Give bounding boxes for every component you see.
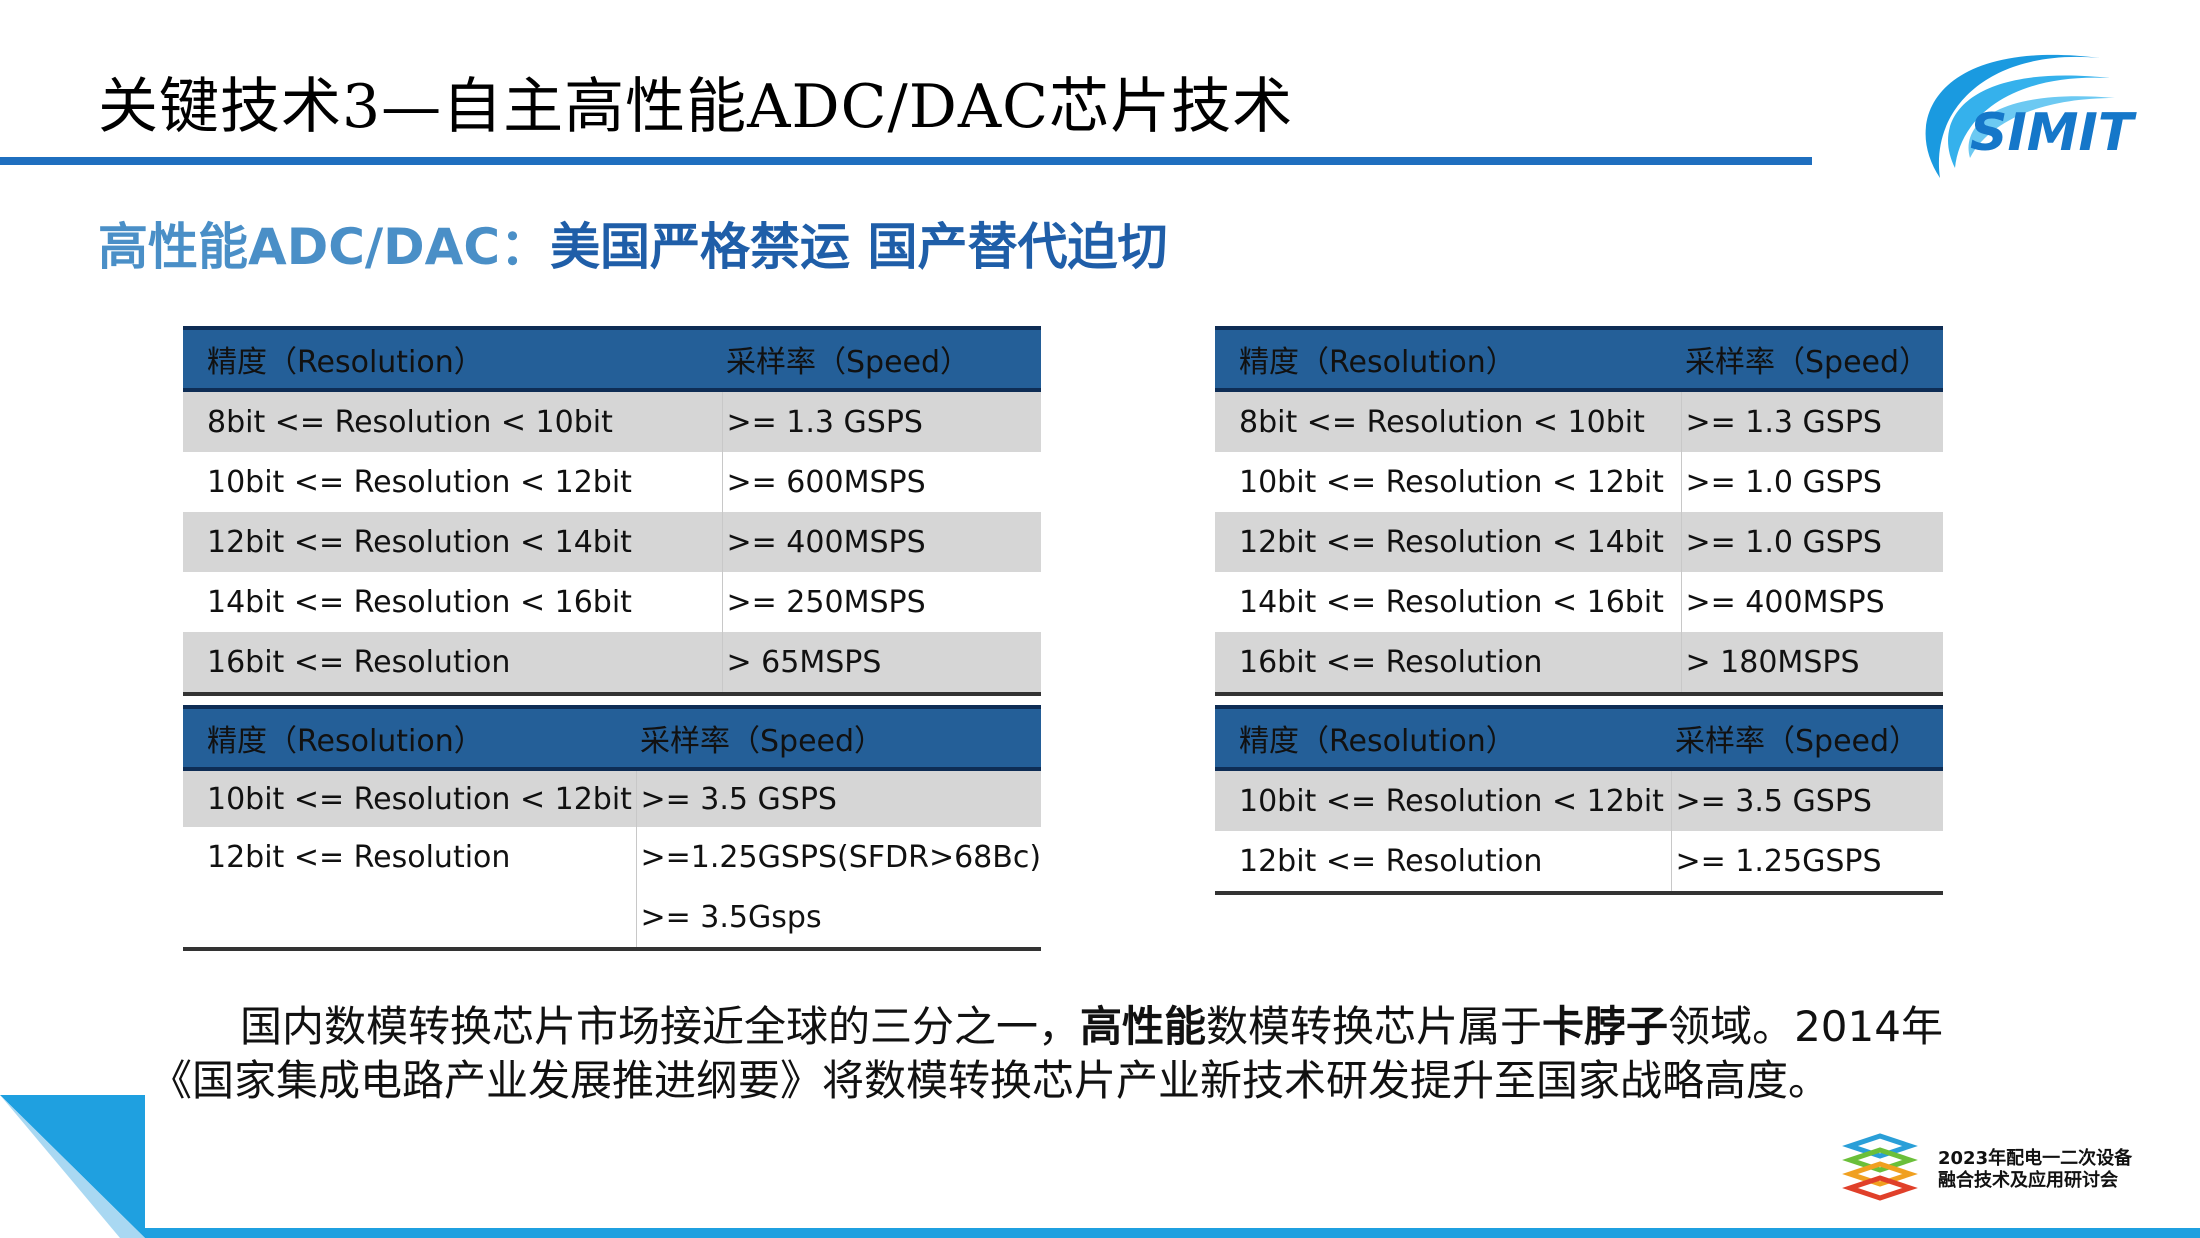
header-speed: 采样率（Speed） — [1671, 705, 1943, 771]
header-resolution: 精度（Resolution） — [183, 705, 636, 771]
cell-speed: >= 1.0 GSPS — [1680, 512, 1943, 572]
cell-speed: >= 600MSPS — [721, 452, 1041, 512]
subtitle-part-a: 高性能ADC/DAC： — [98, 218, 551, 276]
cell-speed: >= 3.5 GSPS — [635, 769, 1041, 827]
bottom-accent-bar — [145, 1228, 2200, 1238]
cell-speed: >= 1.25GSPS — [1670, 831, 1943, 895]
cell-speed: >= 3.5 GSPS — [1670, 769, 1943, 831]
summary-paragraph: 国内数模转换芯片市场接近全球的三分之一，高性能数模转换芯片属于卡脖子领域。201… — [150, 1000, 2040, 1108]
cell-resolution — [183, 887, 636, 951]
event-line-2: 融合技术及应用研讨会 — [1938, 1170, 2118, 1191]
cell-speed: > 65MSPS — [721, 632, 1041, 696]
dac-spec-table-2: 精度（Resolution） 采样率（Speed） 10bit <= Resol… — [1215, 705, 1943, 895]
table-row: 14bit <= Resolution < 16bit >= 250MSPS — [183, 572, 1041, 632]
cell-speed: >= 1.0 GSPS — [1680, 452, 1943, 512]
table-row: 16bit <= Resolution > 65MSPS — [183, 632, 1041, 696]
cell-resolution: 16bit <= Resolution — [183, 632, 722, 696]
event-line-1: 2023年配电一二次设备 — [1938, 1148, 2133, 1169]
cell-speed: >= 400MSPS — [721, 512, 1041, 572]
header-speed: 采样率（Speed） — [636, 705, 1041, 771]
cell-speed: >= 1.3 GSPS — [721, 390, 1041, 452]
text-segment: 领域。2014年 — [1668, 1002, 1943, 1051]
header-speed: 采样率（Speed） — [1681, 326, 1943, 392]
cell-speed: >= 250MSPS — [721, 572, 1041, 632]
table-row: 10bit <= Resolution < 12bit >= 600MSPS — [183, 452, 1041, 512]
header-speed: 采样率（Speed） — [722, 326, 1041, 392]
event-hosts-strip — [1938, 1138, 2132, 1148]
cell-speed: >= 3.5Gsps — [635, 887, 1041, 951]
table-header-row: 精度（Resolution） 采样率（Speed） — [1215, 705, 1943, 771]
table-row: 12bit <= Resolution >=1.25GSPS(SFDR>68Bc… — [183, 827, 1041, 887]
table-header-row: 精度（Resolution） 采样率（Speed） — [183, 705, 1041, 771]
cell-resolution: 12bit <= Resolution < 14bit — [1215, 512, 1681, 572]
text-segment: 国内数模转换芯片市场接近全球的三分之一， — [240, 1002, 1081, 1051]
svg-text:SIMIT: SIMIT — [1970, 103, 2137, 163]
subtitle: 高性能ADC/DAC：美国严格禁运 国产替代迫切 — [98, 207, 1167, 279]
table-row: 10bit <= Resolution < 12bit >= 1.0 GSPS — [1215, 452, 1943, 512]
cell-resolution: 10bit <= Resolution < 12bit — [1215, 769, 1671, 831]
cell-resolution: 8bit <= Resolution < 10bit — [183, 390, 722, 452]
header-resolution: 精度（Resolution） — [1215, 705, 1671, 771]
cell-resolution: 8bit <= Resolution < 10bit — [1215, 390, 1681, 452]
title-underline — [0, 157, 1812, 165]
cell-speed: >=1.25GSPS(SFDR>68Bc) — [635, 827, 1041, 887]
corner-decoration — [0, 1095, 145, 1238]
cell-resolution: 14bit <= Resolution < 16bit — [207, 584, 632, 620]
cell-resolution: 12bit <= Resolution — [1215, 831, 1671, 895]
event-logo-icon — [1842, 1133, 1918, 1201]
table-row: 10bit <= Resolution < 12bit >= 3.5 GSPS — [1215, 769, 1943, 831]
cell-resolution: 10bit <= Resolution < 12bit — [183, 769, 636, 827]
table-row: 16bit <= Resolution > 180MSPS — [1215, 632, 1943, 696]
adc-spec-table-1: 精度（Resolution） 采样率（Speed） 8bit <= Resolu… — [183, 326, 1041, 696]
dac-spec-table-1: 精度（Resolution） 采样率（Speed） 8bit <= Resolu… — [1215, 326, 1943, 696]
paragraph-line-2: 《国家集成电路产业发展推进纲要》将数模转换芯片产业新技术研发提升至国家战略高度。 — [150, 1056, 1831, 1105]
table-header-row: 精度（Resolution） 采样率（Speed） — [183, 326, 1041, 392]
table-row: >= 3.5Gsps — [183, 887, 1041, 951]
text-segment: 数模转换芯片属于 — [1206, 1002, 1543, 1051]
table-row: 8bit <= Resolution < 10bit >= 1.3 GSPS — [1215, 390, 1943, 452]
cell-resolution: 10bit <= Resolution < 12bit — [1239, 464, 1664, 500]
header-resolution: 精度（Resolution） — [1215, 326, 1681, 392]
table-row: 12bit <= Resolution >= 1.25GSPS — [1215, 831, 1943, 895]
adc-spec-table-2: 精度（Resolution） 采样率（Speed） 10bit <= Resol… — [183, 705, 1041, 951]
event-title: 2023年配电一二次设备 融合技术及应用研讨会 — [1938, 1138, 2132, 1192]
cell-speed: > 180MSPS — [1680, 632, 1943, 696]
text-emphasis: 高性能 — [1080, 1002, 1207, 1051]
text-emphasis: 卡脖子 — [1542, 1002, 1669, 1051]
table-header-row: 精度（Resolution） 采样率（Speed） — [1215, 326, 1943, 392]
cell-resolution: 12bit <= Resolution < 14bit — [183, 512, 722, 572]
table-row: 10bit <= Resolution < 12bit >= 3.5 GSPS — [183, 769, 1041, 827]
table-row: 12bit <= Resolution < 14bit >= 1.0 GSPS — [1215, 512, 1943, 572]
paragraph-line-1: 国内数模转换芯片市场接近全球的三分之一，高性能数模转换芯片属于卡脖子领域。201… — [160, 1000, 2040, 1054]
cell-resolution: 16bit <= Resolution — [1215, 632, 1681, 696]
slide-title: 关键技术3—自主高性能ADC/DAC芯片技术 — [98, 72, 1294, 142]
cell-resolution: 12bit <= Resolution — [207, 839, 511, 875]
subtitle-part-b: 美国严格禁运 国产替代迫切 — [550, 218, 1168, 276]
simit-logo: SIMIT — [1925, 54, 2137, 178]
cell-resolution: 10bit <= Resolution < 12bit — [207, 464, 632, 500]
cell-resolution: 14bit <= Resolution < 16bit — [1239, 584, 1664, 620]
table-row: 12bit <= Resolution < 14bit >= 400MSPS — [183, 512, 1041, 572]
cell-speed: >= 1.3 GSPS — [1680, 390, 1943, 452]
header-resolution: 精度（Resolution） — [183, 326, 722, 392]
table-row: 14bit <= Resolution < 16bit >= 400MSPS — [1215, 572, 1943, 632]
table-row: 8bit <= Resolution < 10bit >= 1.3 GSPS — [183, 390, 1041, 452]
cell-speed: >= 400MSPS — [1680, 572, 1943, 632]
